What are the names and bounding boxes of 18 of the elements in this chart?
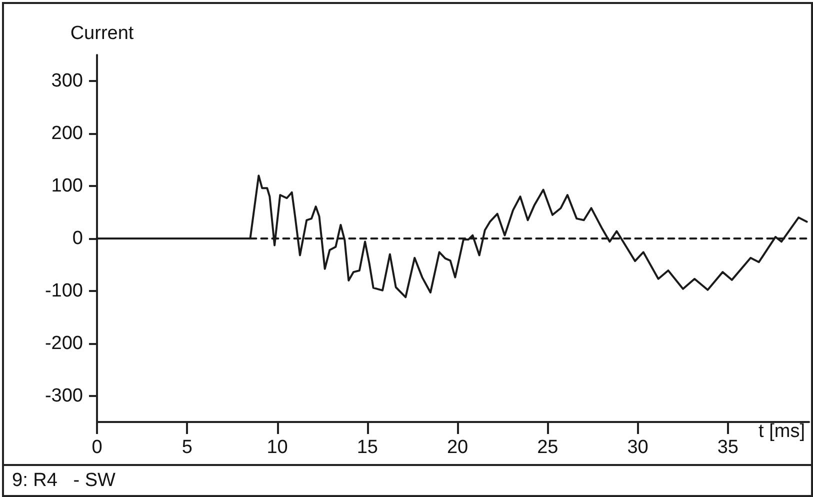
x-tick-label: 15 xyxy=(356,437,378,458)
y-tick-label: 300 xyxy=(51,70,83,92)
y-tick-label: 0 xyxy=(72,228,83,249)
x-tick-label: 10 xyxy=(266,437,288,458)
x-axis-title: t [ms] xyxy=(758,421,806,442)
x-tick-label: 35 xyxy=(717,437,738,458)
y-tick-label: 100 xyxy=(51,176,83,197)
x-tick-label: 0 xyxy=(92,437,102,458)
text: 9: R4 - SW xyxy=(12,470,116,491)
y-tick-label: 200 xyxy=(51,123,83,144)
y-tick-label: -100 xyxy=(44,280,83,302)
x-tick-label: 25 xyxy=(537,437,558,458)
x-tick-label: 30 xyxy=(627,437,648,458)
x-tick-label: 20 xyxy=(446,437,468,458)
y-axis-title: Current xyxy=(70,23,134,44)
y-tick-label: -300 xyxy=(44,385,83,406)
x-tick-label: 5 xyxy=(182,437,192,458)
y-tick-label: -200 xyxy=(44,332,83,354)
